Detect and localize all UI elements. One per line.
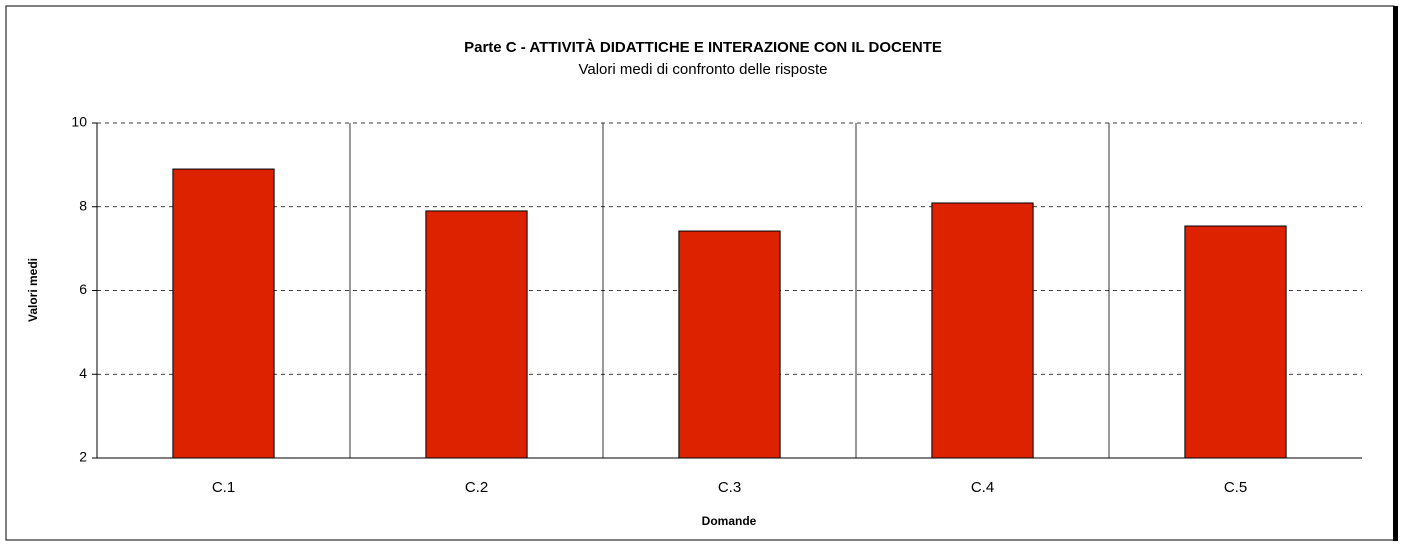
bar (425, 210, 528, 459)
x-tick-label: C.5 (1224, 479, 1247, 496)
x-axis-title: Domande (702, 514, 757, 528)
frame-shadow (1393, 6, 1398, 541)
bar (678, 230, 781, 459)
y-axis-title: Valori medi (26, 258, 40, 322)
chart-title: Parte C - ATTIVITÀ DIDATTICHE E INTERAZI… (464, 39, 942, 56)
x-tick-label: C.1 (212, 479, 235, 496)
y-tick-label: 4 (79, 365, 87, 381)
x-tick-label: C.3 (718, 479, 741, 496)
y-tick-label: 6 (79, 281, 87, 297)
bar (172, 168, 275, 459)
bar (931, 202, 1034, 459)
bar (1184, 225, 1287, 459)
y-tick-label: 8 (79, 197, 87, 213)
x-tick-label: C.4 (971, 479, 994, 496)
x-tick-label: C.2 (465, 479, 488, 496)
chart-subtitle: Valori medi di confronto delle risposte (578, 61, 827, 78)
y-tick-label: 10 (71, 114, 87, 130)
y-tick-label: 2 (79, 449, 87, 465)
